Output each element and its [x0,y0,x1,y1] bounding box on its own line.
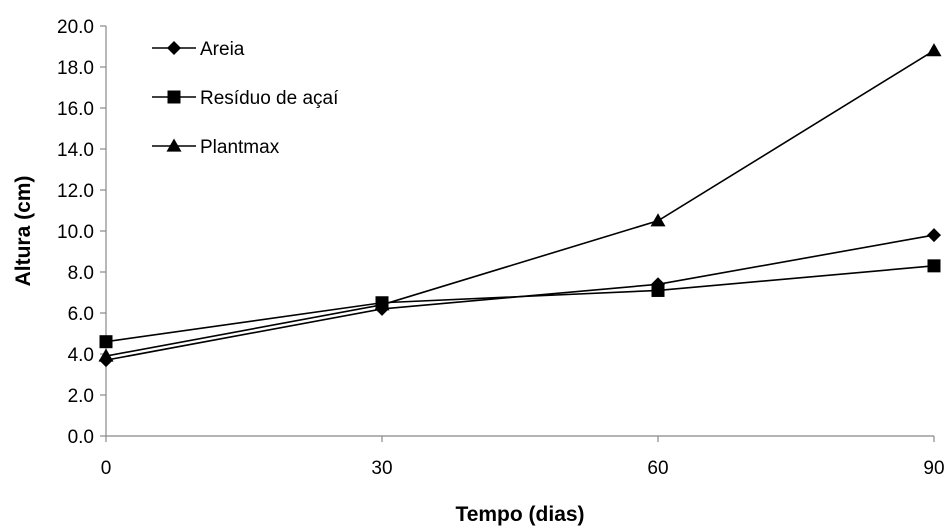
y-ticks: 0.0 2.0 4.0 6.0 8.0 10.0 12.0 14.0 16.0 18.0 20.0 [57,17,106,448]
y-tick-label: 12.0 [57,181,94,202]
y-tick-label: 16.0 [57,99,94,120]
x-axis-title: Tempo (dias) [455,503,584,526]
y-tick-label: 8.0 [68,263,94,284]
y-tick-label: 10.0 [57,222,94,243]
data-point-diamond [927,228,941,243]
data-point-square [651,283,665,297]
y-tick-label: 0.0 [68,427,94,448]
y-tick-label: 14.0 [57,140,94,161]
data-point-triangle [926,43,942,57]
series-markers [98,43,942,368]
series-lines [105,49,935,361]
y-tick-label: 6.0 [68,304,94,325]
data-point-triangle [98,348,114,362]
y-tick-label: 2.0 [68,386,94,407]
legend-marker-triangle [166,138,182,152]
legend-marker-diamond [167,41,181,55]
data-point-triangle [374,297,390,311]
legend-label: Areia [200,39,245,60]
x-tick-label: 0 [101,458,112,479]
series-line-diamond [105,234,935,361]
legend-label: Resíduo de açaí [200,88,339,109]
data-point-square [927,259,941,273]
series-line-triangle [105,49,935,357]
legend: Areia Resíduo de açaí Plantmax [152,39,339,158]
data-point-triangle [650,213,666,227]
x-ticks: 0 30 60 90 [101,436,945,479]
y-tick-label: 20.0 [57,17,94,38]
x-tick-label: 60 [647,458,668,479]
y-tick-label: 18.0 [57,58,94,79]
x-tick-label: 30 [371,458,392,479]
x-tick-label: 90 [923,458,944,479]
legend-marker-square [167,90,181,104]
data-point-square [99,335,113,349]
y-axis-title: Altura (cm) [12,176,35,287]
y-tick-label: 4.0 [68,345,94,366]
legend-label: Plantmax [200,137,280,158]
series-line-square [105,265,935,343]
